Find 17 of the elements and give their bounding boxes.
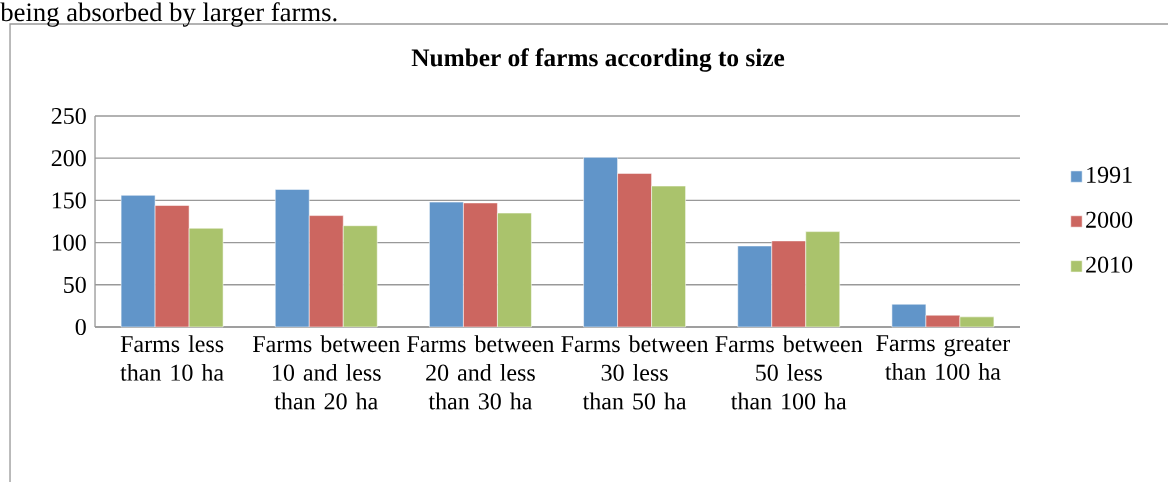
x-tick-label: Farms greater than 100 ha [876,335,1011,380]
text: being absorbed by larger farms. [0,2,337,27]
y-tick-label: 50 [64,276,86,293]
x-tick-label: Farms between 10 and less than 20 ha [252,335,400,410]
y-tick-label: 200 [51,150,86,167]
legend-label: 2010 [1086,256,1133,273]
y-tick-label: 250 [51,107,86,125]
x-tick-label: Farms less than 10 ha [120,335,224,381]
y-tick-label: 0 [75,318,86,336]
x-tick-label: Farms between 30 less than 50 ha [561,335,709,410]
y-tick-label: 150 [52,192,86,209]
legend-label: 2000 [1086,211,1133,228]
y-tick-label: 100 [52,234,86,251]
x-tick-label: Farms between 20 and less than 30 ha [407,335,555,410]
legend-label: 1991 [1087,166,1132,183]
chart-title: Number of farms according to size [411,48,785,72]
x-tick-label: Farms between 50 less than 100 ha [715,335,863,410]
